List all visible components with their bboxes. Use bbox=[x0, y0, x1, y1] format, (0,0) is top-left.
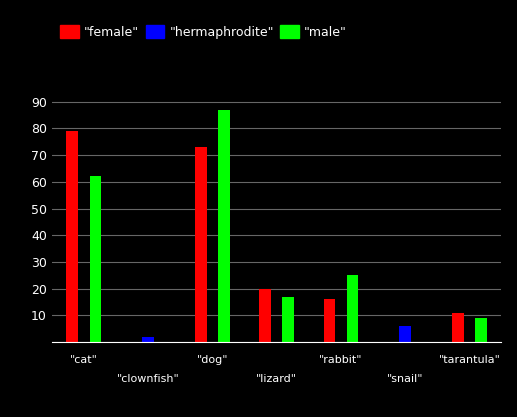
Bar bbox=[346, 275, 358, 342]
Bar bbox=[142, 337, 154, 342]
Text: "rabbit": "rabbit" bbox=[319, 355, 362, 365]
Legend: "female", "hermaphrodite", "male": "female", "hermaphrodite", "male" bbox=[58, 23, 349, 41]
Bar bbox=[282, 296, 294, 342]
Bar bbox=[399, 326, 411, 342]
Bar bbox=[452, 313, 464, 342]
Text: "tarantula": "tarantula" bbox=[438, 355, 500, 365]
Bar bbox=[218, 110, 230, 342]
Bar bbox=[89, 176, 101, 342]
Text: "lizard": "lizard" bbox=[256, 374, 297, 384]
Text: "cat": "cat" bbox=[70, 355, 98, 365]
Bar bbox=[475, 318, 486, 342]
Bar bbox=[324, 299, 335, 342]
Text: "clownfish": "clownfish" bbox=[117, 374, 179, 384]
Bar bbox=[67, 131, 78, 342]
Text: "snail": "snail" bbox=[387, 374, 423, 384]
Text: "dog": "dog" bbox=[196, 355, 228, 365]
Bar bbox=[259, 289, 271, 342]
Bar bbox=[195, 147, 207, 342]
